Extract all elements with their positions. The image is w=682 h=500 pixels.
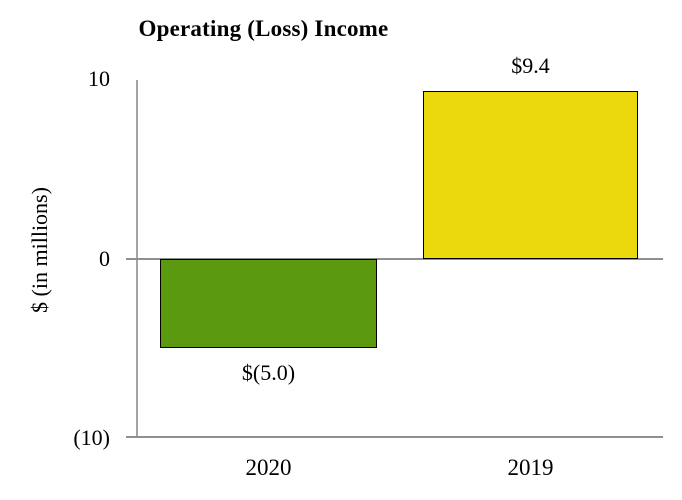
bar-value-label-2019: $9.4 xyxy=(511,53,550,79)
y-tick-label-0: 0 xyxy=(99,246,110,271)
y-tick-label-neg10: (10) xyxy=(73,425,110,450)
bar-value-label-2020: $(5.0) xyxy=(241,360,296,386)
zero-gridline xyxy=(126,258,663,260)
x-category-label-2020: 2020 xyxy=(245,455,292,480)
chart-title: Operating (Loss) Income xyxy=(138,16,389,41)
y-tick-label-10: 10 xyxy=(88,66,110,91)
bar-2020 xyxy=(160,259,377,349)
x-axis-line xyxy=(126,436,663,438)
x-category-label-2019: 2019 xyxy=(507,455,554,480)
bar-2019 xyxy=(423,91,638,259)
